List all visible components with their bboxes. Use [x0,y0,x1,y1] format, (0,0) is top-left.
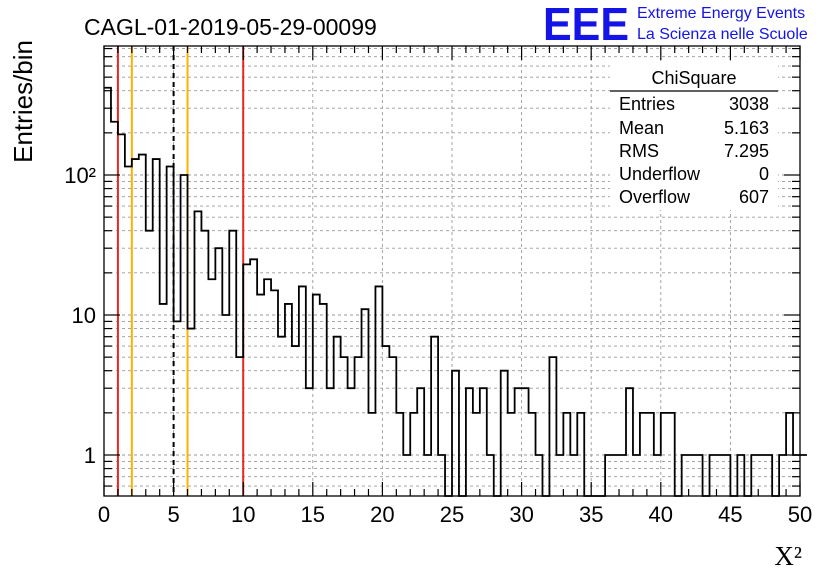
stats-box: ChiSquare Entries 3038 Mean 5.163 RMS 7.… [610,62,778,210]
stats-mean-value: 5.163 [724,118,769,138]
chart-title: CAGL-01-2019-05-29-00099 [84,14,377,40]
x-tick-label: 35 [579,502,603,527]
stats-box-background [610,62,778,210]
eee-logo-line2: La Scienza nelle Scuole [637,26,808,43]
y-tick-label: 1 [84,443,96,468]
stats-overflow-label: Overflow [619,187,691,207]
eee-logo-line1: Extreme Energy Events [637,5,805,22]
x-tick-label: 10 [231,502,255,527]
y-tick-label: 10 [72,303,96,328]
histogram-series [104,86,807,497]
x-tick-label: 20 [370,502,394,527]
stats-mean-label: Mean [619,118,664,138]
x-tick-label: 45 [718,502,742,527]
stats-overflow-value: 607 [739,187,769,207]
x-tick-label: 15 [301,502,325,527]
stats-underflow-label: Underflow [619,164,701,184]
x-tick-label: 0 [98,502,110,527]
x-tick-label: 40 [649,502,673,527]
y-tick-label: 10² [64,163,96,188]
eee-logo-mark: EEE [543,0,629,50]
axis-ticks [103,46,801,496]
x-tick-label: 50 [788,502,812,527]
stats-rms-label: RMS [619,141,659,161]
stats-entries-label: Entries [619,94,675,114]
stats-entries-value: 3038 [729,94,769,114]
stats-underflow-value: 0 [759,164,769,184]
y-axis-label: Entries/bin [8,40,38,163]
histogram-line [104,86,807,497]
x-tick-label: 5 [167,502,179,527]
x-axis-label: X² [774,541,802,571]
stats-box-title: ChiSquare [651,68,736,88]
tick-labels: 0 5 10 15 20 25 30 35 40 45 50 1 10 10² [64,163,812,527]
x-tick-label: 25 [440,502,464,527]
eee-logo: EEE Extreme Energy Events La Scienza nel… [543,0,808,50]
x-tick-label: 30 [509,502,533,527]
stats-rms-value: 7.295 [724,141,769,161]
